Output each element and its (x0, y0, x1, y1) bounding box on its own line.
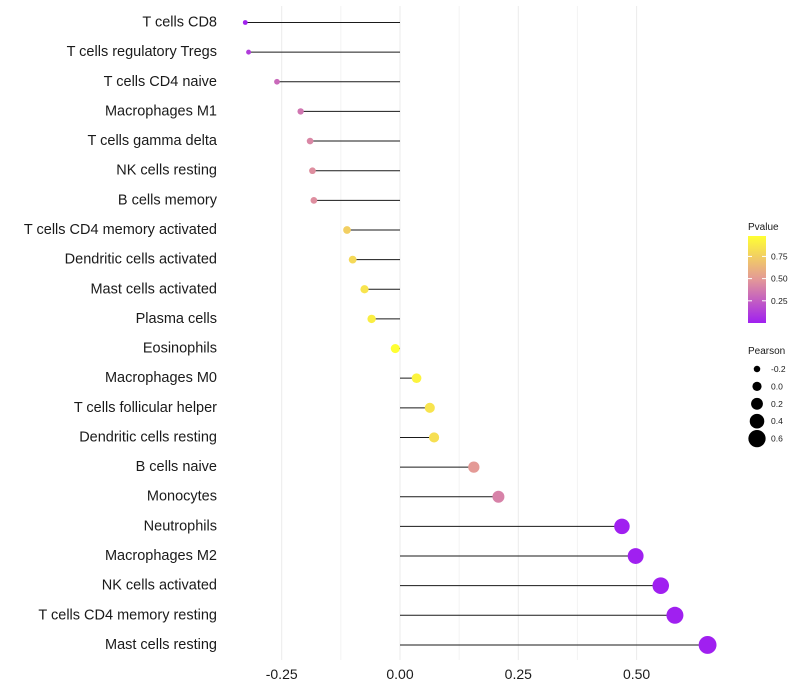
lollipop-point (468, 461, 480, 473)
stem-layer (245, 22, 708, 646)
category-label: T cells follicular helper (74, 400, 217, 416)
lollipop-point (424, 402, 435, 413)
pearson-legend-key (749, 413, 765, 429)
pearson-legend-label: -0.2 (771, 364, 786, 374)
pearson-legend-key (752, 381, 762, 391)
lollipop-point (428, 432, 440, 443)
lollipop-point (309, 167, 316, 175)
pearson-legend-label: 0.0 (771, 381, 783, 391)
pvalue-legend-ticks: 0.25 0.50 0.75 (748, 251, 788, 306)
lollipop-point (390, 344, 400, 354)
category-label: Macrophages M1 (105, 103, 217, 119)
lollipop-point (614, 518, 630, 535)
category-label: T cells regulatory Tregs (67, 44, 217, 60)
category-label: T cells gamma delta (88, 133, 218, 149)
category-label: Macrophages M2 (105, 548, 217, 564)
category-label: Macrophages M0 (105, 370, 217, 386)
x-tick-label: -0.25 (266, 666, 298, 682)
point-layer (242, 20, 717, 654)
lollipop-point (492, 490, 505, 503)
category-label: Dendritic cells resting (79, 429, 217, 445)
pearson-legend-title: Pearson (748, 346, 785, 357)
category-label: T cells CD8 (142, 15, 217, 31)
pearson-legend-label: 0.6 (771, 434, 783, 444)
pearson-legend-items: -0.2 0.0 0.2 0.4 0.6 (748, 364, 786, 448)
lollipop-point (627, 548, 644, 564)
pearson-legend: Pearson -0.2 0.0 0.2 0.4 0.6 (748, 346, 786, 448)
category-label: B cells naive (136, 459, 217, 475)
lollipop-point (348, 255, 357, 264)
lollipop-point (246, 49, 252, 55)
category-label: T cells CD4 memory activated (24, 222, 217, 238)
category-label: NK cells resting (116, 163, 217, 179)
lollipop-point (306, 137, 314, 145)
category-label: Mast cells activated (90, 281, 217, 297)
category-label: B cells memory (118, 192, 218, 208)
lollipop-point (367, 314, 376, 324)
lollipop-point (310, 196, 318, 204)
x-axis-ticks: -0.25 0.00 0.25 0.50 (266, 666, 651, 682)
x-tick-label: 0.00 (386, 666, 413, 682)
pvalue-legend: Pvalue 0.25 0.50 0.75 (748, 222, 788, 323)
pearson-legend-key (751, 397, 763, 410)
pvalue-legend-tick-label: 0.25 (771, 296, 788, 306)
pvalue-legend-tick-label: 0.50 (771, 274, 788, 284)
lollipop-point (411, 373, 422, 384)
category-label: T cells CD4 naive (104, 74, 217, 90)
category-label: Mast cells resting (105, 637, 217, 653)
x-tick-label: 0.50 (623, 666, 650, 682)
lollipop-point (343, 226, 351, 234)
category-label: Dendritic cells activated (65, 252, 217, 268)
lollipop-point (297, 108, 304, 115)
x-tick-label: 0.25 (505, 666, 532, 682)
lollipop-point (360, 285, 369, 294)
lollipop-point (242, 20, 248, 25)
pearson-legend-key (748, 429, 766, 448)
category-labels: T cells CD8 T cells regulatory Tregs T cel… (24, 15, 218, 653)
pearson-legend-label: 0.2 (771, 399, 783, 409)
lollipop-point (698, 635, 717, 654)
category-label: Plasma cells (136, 311, 217, 327)
category-label: Neutrophils (144, 518, 217, 534)
pearson-legend-label: 0.4 (771, 416, 783, 426)
category-label: Eosinophils (143, 341, 217, 357)
category-label: T cells CD4 memory resting (38, 607, 217, 623)
pearson-legend-key (753, 365, 761, 373)
grid-layer (281, 6, 638, 660)
lollipop-point (652, 577, 670, 594)
lollipop-point (666, 606, 684, 624)
pvalue-legend-title: Pvalue (748, 222, 779, 233)
pvalue-colorbar (748, 236, 766, 323)
category-label: NK cells activated (102, 578, 217, 594)
lollipop-point (274, 78, 280, 85)
category-label: Monocytes (147, 489, 217, 505)
pvalue-legend-tick-label: 0.75 (771, 251, 788, 261)
